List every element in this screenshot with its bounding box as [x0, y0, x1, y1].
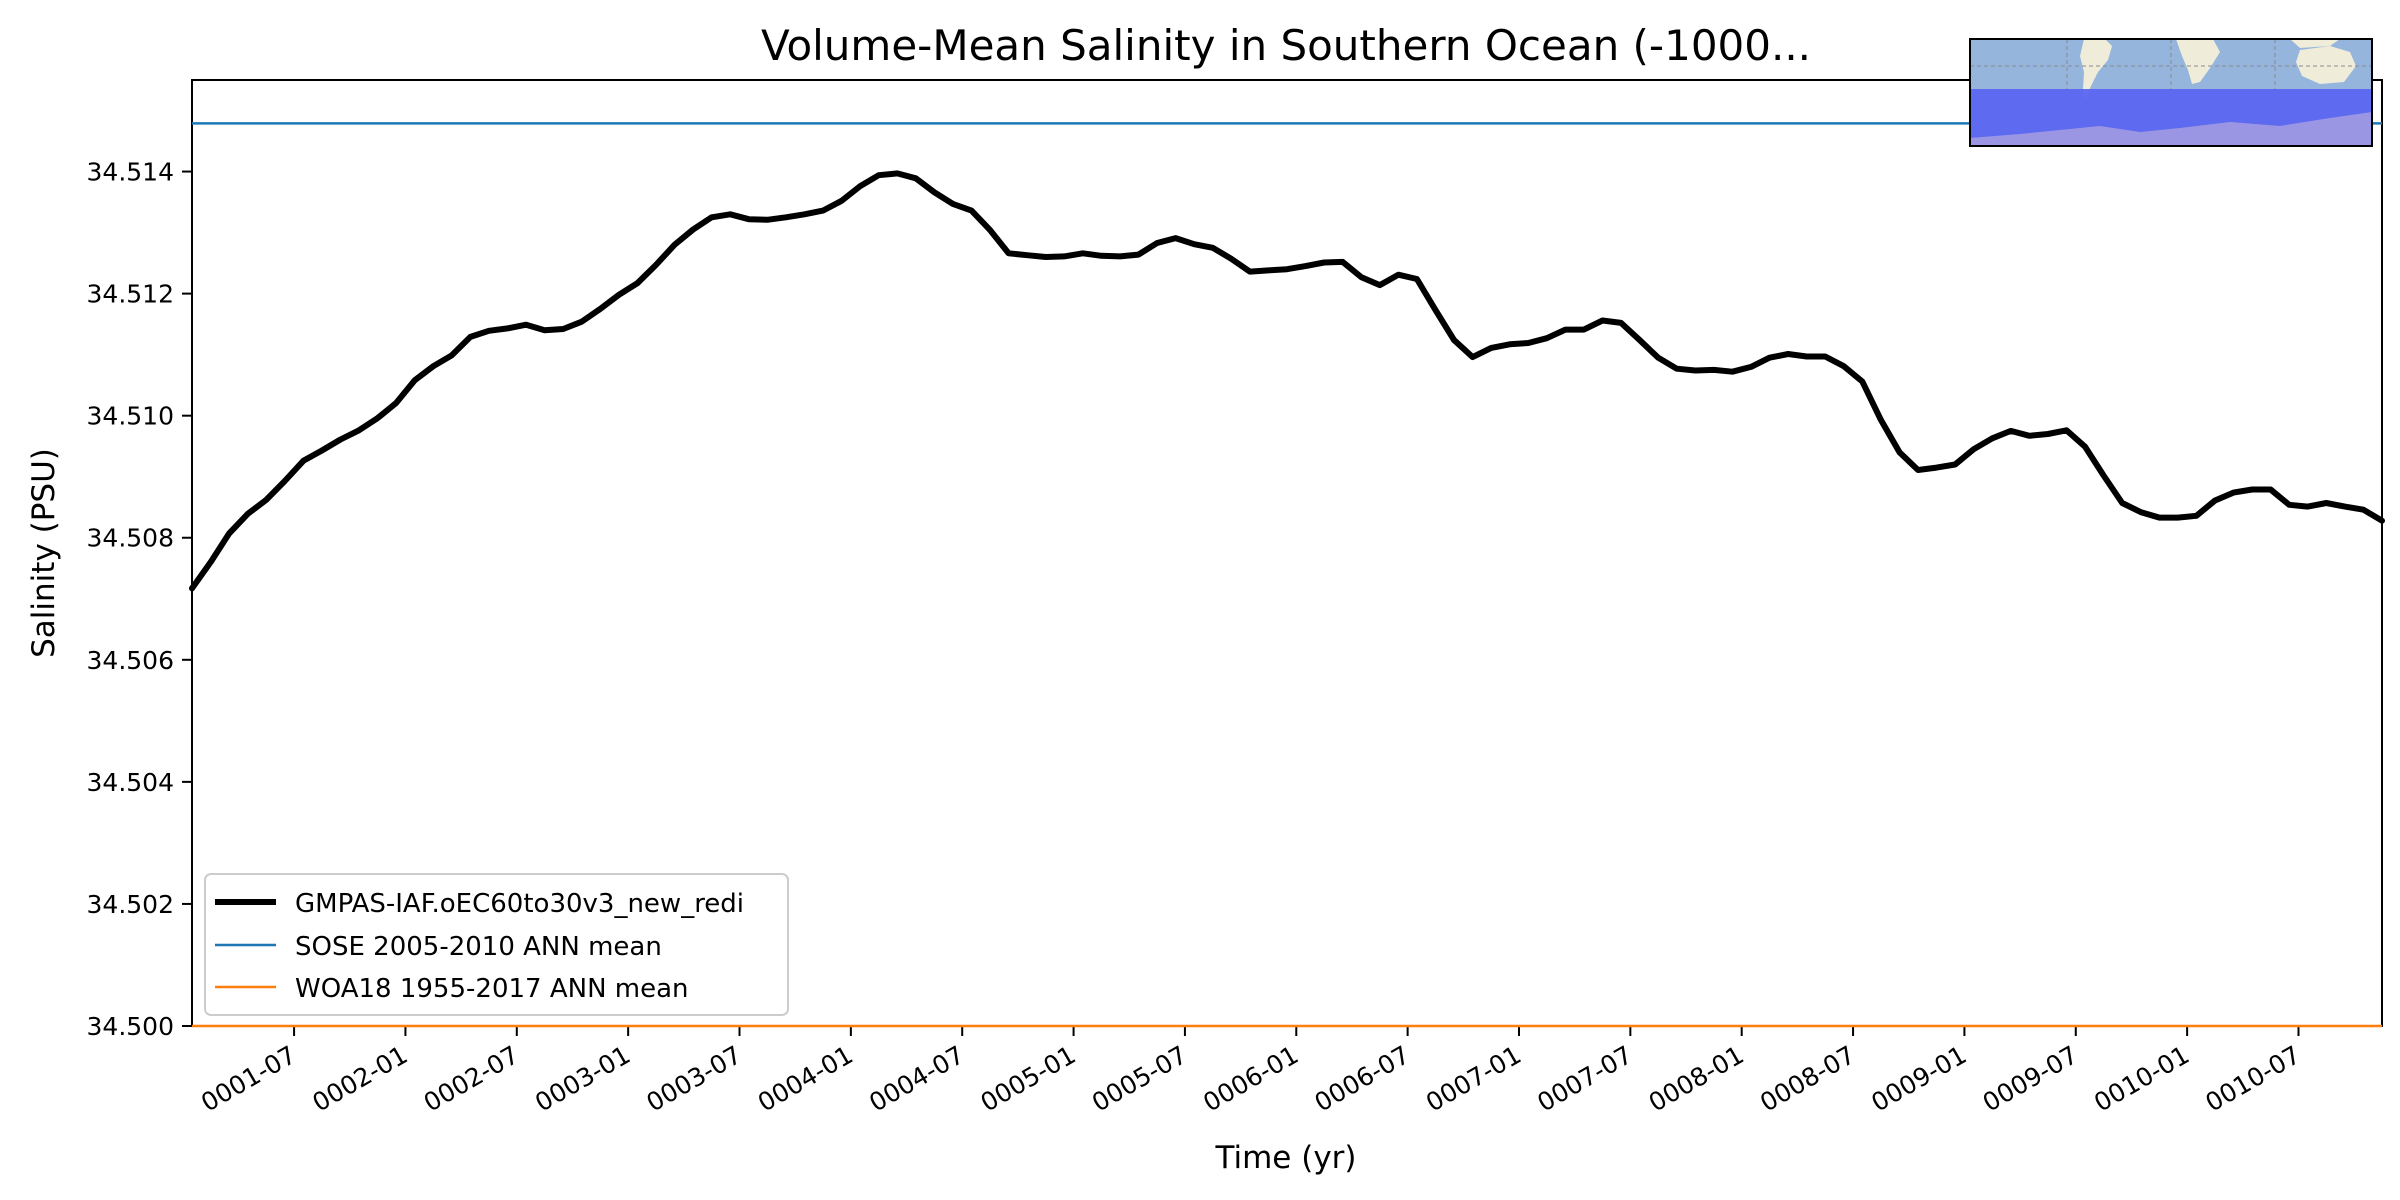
y-tick-label: 34.500: [87, 1012, 174, 1041]
asia-landmass: [2290, 39, 2340, 48]
legend-label-woa18: WOA18 1955-2017 ANN mean: [295, 974, 689, 1004]
y-tick-label: 34.514: [87, 158, 174, 187]
legend-label-model: GMPAS-IAF.oEC60to30v3_new_redi: [295, 889, 744, 919]
south-america-landmass: [2080, 39, 2112, 100]
y-tick-label: 34.506: [87, 646, 174, 675]
x-axis-label: Time (yr): [1215, 1140, 1357, 1176]
y-axis: 34.500 34.502 34.504 34.506 34.508 34.510 34.5…: [87, 158, 192, 1041]
legend-box: [204, 873, 789, 1016]
y-axis-label: Salinity (PSU): [26, 448, 62, 658]
australia-landmass: [2296, 46, 2356, 84]
y-tick-label: 34.510: [87, 402, 174, 431]
southern-ocean-region-map-icon: [1969, 38, 2373, 147]
y-tick-label: 34.512: [87, 280, 174, 309]
legend-label-sose: SOSE 2005-2010 ANN mean: [295, 932, 662, 962]
y-tick-label: 34.502: [87, 890, 174, 919]
antarctica-landmass: [1970, 112, 2372, 146]
africa-landmass: [2176, 39, 2220, 84]
y-tick-label: 34.504: [87, 768, 174, 797]
legend: GMPAS-IAF.oEC60to30v3_new_redi SOSE 2005…: [204, 873, 789, 1016]
model-salinity-line: [189, 170, 2385, 592]
y-tick-label: 34.508: [87, 524, 174, 553]
chart-title: Volume-Mean Salinity in Southern Ocean (…: [761, 21, 1811, 70]
